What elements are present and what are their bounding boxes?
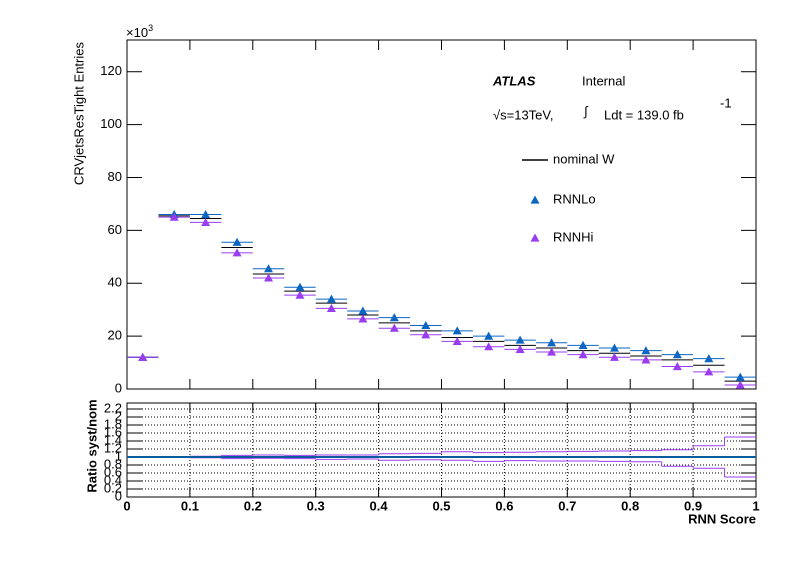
marker <box>326 294 336 303</box>
y-tick-label: 100 <box>100 116 122 131</box>
y-tick-label: 1.4 <box>104 432 122 447</box>
marker <box>578 340 588 349</box>
marker <box>515 335 525 344</box>
marker <box>578 350 588 359</box>
integral-sign: ∫ <box>583 103 589 118</box>
x-tick-label: 0.1 <box>181 498 199 513</box>
x-tick-label: 0.3 <box>307 498 325 513</box>
marker <box>484 342 494 351</box>
marker <box>264 273 274 282</box>
ratio-y-label: Ratio syst/nom <box>84 399 99 492</box>
marker <box>232 237 242 246</box>
marker <box>295 290 305 299</box>
marker <box>704 354 714 363</box>
y-tick-label: 0 <box>115 380 122 395</box>
y-tick-label: 1 <box>115 448 122 463</box>
x-tick-label: 0.6 <box>495 498 513 513</box>
legend-label: RNNLo <box>553 191 596 206</box>
lumi-label: Ldt = 139.0 fb <box>604 107 684 122</box>
marker <box>484 331 494 340</box>
marker <box>547 347 557 356</box>
y-tick-label: 0.4 <box>104 472 122 487</box>
marker <box>201 217 211 227</box>
y-tick-label: 2.2 <box>104 400 122 415</box>
y-tick-label: 80 <box>108 169 122 184</box>
x-tick-label: 0.7 <box>558 498 576 513</box>
marker <box>264 264 274 273</box>
y-scale: ×103 <box>126 23 153 40</box>
marker <box>358 306 368 315</box>
legend-label: RNNHi <box>553 229 594 244</box>
marker <box>452 336 462 346</box>
marker <box>735 372 745 381</box>
energy-label: √s=13TeV, <box>493 107 554 122</box>
y-axis-label: CRVjetsResTight Entries <box>71 42 86 186</box>
y-tick-label: 1.8 <box>104 416 122 431</box>
marker <box>547 338 557 347</box>
x-tick-label: 0.5 <box>432 498 450 513</box>
marker <box>609 343 619 352</box>
legend-marker <box>530 195 540 204</box>
y-tick-label: 120 <box>100 63 122 78</box>
legend-label: nominal W <box>553 151 615 166</box>
y-scale-base: ×10 <box>126 25 148 40</box>
x-tick-label: 0 <box>123 498 130 513</box>
x-tick-label: 0.4 <box>370 498 389 513</box>
marker <box>138 352 148 361</box>
marker <box>232 248 242 257</box>
marker <box>641 355 651 364</box>
y-tick-label: 0.2 <box>104 480 122 495</box>
y-scale-exponent: 3 <box>148 23 153 33</box>
y-tick-label: 60 <box>108 222 122 237</box>
experiment-label: ATLAS <box>492 73 536 88</box>
marker <box>326 303 336 312</box>
status-label: Internal <box>582 73 625 88</box>
lumi-exponent: -1 <box>720 95 732 110</box>
marker <box>609 352 619 361</box>
x-tick-label: 0.2 <box>244 498 262 513</box>
x-tick-label: 0.9 <box>684 498 702 513</box>
marker <box>515 344 525 353</box>
marker <box>295 282 305 291</box>
legend-marker <box>530 233 540 242</box>
y-tick-label: 0.6 <box>104 464 122 479</box>
marker <box>358 314 368 323</box>
marker <box>389 323 399 332</box>
marker <box>201 210 211 219</box>
y-tick-label: 1.6 <box>104 424 122 439</box>
y-tick-label: 40 <box>108 275 122 290</box>
marker <box>421 321 431 330</box>
x-axis-label: RNN Score <box>688 511 756 526</box>
y-tick-label: 1.2 <box>104 440 122 455</box>
marker <box>421 330 431 339</box>
y-tick-label: 0 <box>115 488 122 503</box>
y-tick-label: 2 <box>115 408 122 423</box>
marker <box>735 380 745 389</box>
marker <box>672 350 682 359</box>
marker <box>452 326 462 335</box>
marker <box>672 362 682 371</box>
x-tick-label: 1 <box>752 498 759 513</box>
x-tick-label: 0.8 <box>621 498 639 513</box>
y-tick-label: 0.8 <box>104 456 122 471</box>
marker <box>169 212 179 221</box>
marker <box>704 367 714 376</box>
marker <box>641 346 651 355</box>
marker <box>389 313 399 322</box>
y-tick-label: 20 <box>108 328 122 343</box>
